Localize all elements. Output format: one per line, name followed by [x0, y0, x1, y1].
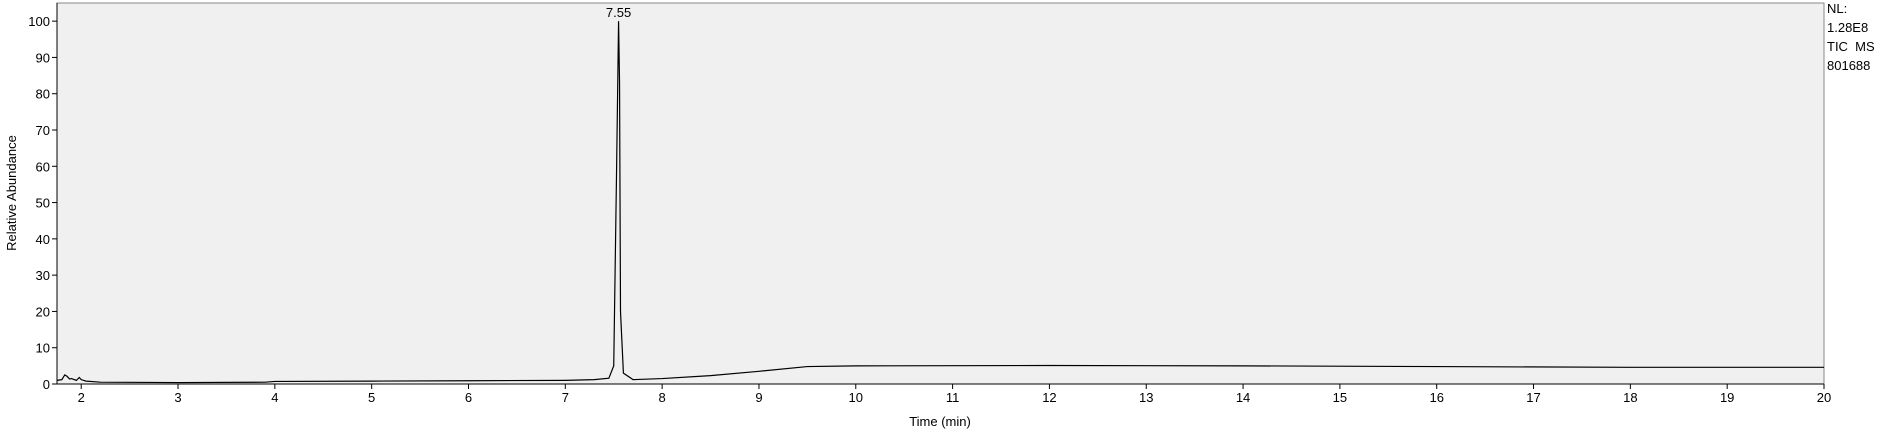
x-tick-label: 6 [465, 390, 472, 405]
side-info: TIC MS [1827, 39, 1875, 54]
y-tick-label: 100 [28, 14, 50, 29]
x-tick-label: 3 [174, 390, 181, 405]
y-tick-label: 70 [36, 123, 50, 138]
x-tick-label: 18 [1623, 390, 1637, 405]
x-tick-label: 8 [659, 390, 666, 405]
y-tick-label: 40 [36, 232, 50, 247]
y-tick-label: 20 [36, 304, 50, 319]
x-tick-label: 11 [946, 390, 960, 405]
x-tick-label: 14 [1236, 390, 1250, 405]
x-tick-label: 7 [562, 390, 569, 405]
x-tick-label: 10 [849, 390, 863, 405]
x-tick-label: 16 [1429, 390, 1443, 405]
side-info: 801688 [1827, 58, 1870, 73]
x-tick-label: 4 [271, 390, 278, 405]
x-tick-label: 5 [368, 390, 375, 405]
x-tick-label: 9 [755, 390, 762, 405]
y-tick-label: 50 [36, 196, 50, 211]
x-tick-label: 17 [1526, 390, 1540, 405]
y-tick-label: 10 [36, 341, 50, 356]
side-info: NL: [1827, 1, 1847, 16]
x-tick-label: 19 [1720, 390, 1734, 405]
side-info: 1.28E8 [1827, 20, 1868, 35]
y-tick-label: 30 [36, 268, 50, 283]
x-axis-title: Time (min) [909, 414, 971, 429]
y-tick-label: 90 [36, 50, 50, 65]
trace [56, 21, 1824, 384]
y-tick-label: 0 [43, 377, 50, 392]
y-tick-label: 80 [36, 87, 50, 102]
plot-area [56, 2, 1825, 385]
x-tick-label: 13 [1139, 390, 1153, 405]
x-tick-label: 2 [78, 390, 85, 405]
x-tick-label: 20 [1817, 390, 1831, 405]
y-tick-label: 60 [36, 159, 50, 174]
x-tick-label: 12 [1042, 390, 1056, 405]
x-tick-label: 15 [1333, 390, 1347, 405]
y-axis-title: Relative Abundance [4, 135, 19, 251]
peak-label: 7.55 [606, 5, 631, 20]
